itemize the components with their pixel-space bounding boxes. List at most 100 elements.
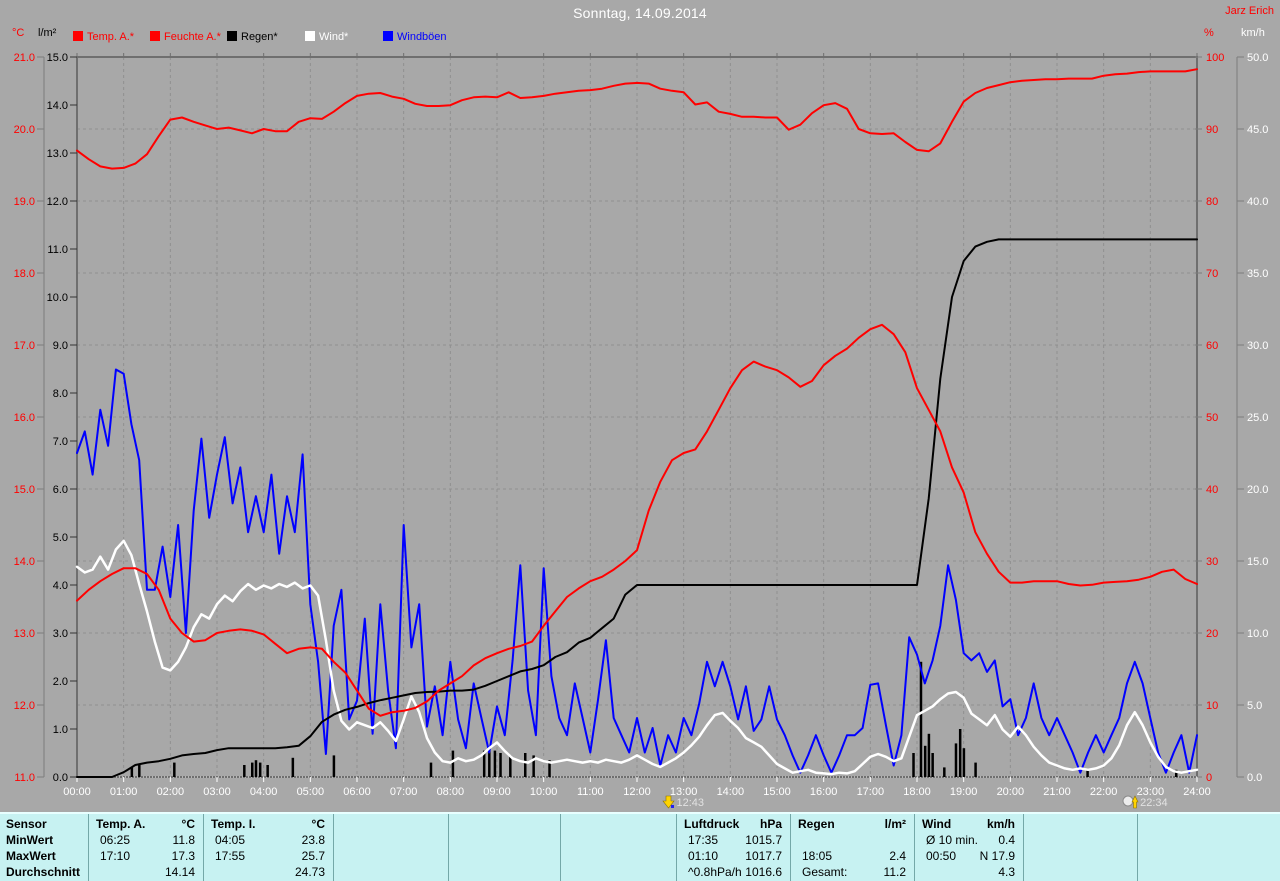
svg-text:18.0: 18.0 (14, 268, 35, 280)
stats-row-label: Durchschnitt (6, 865, 81, 879)
stats-divider (1137, 814, 1138, 881)
stats-col-name: Wind (922, 817, 952, 831)
stats-divider (448, 814, 449, 881)
svg-text:20: 20 (1206, 628, 1218, 640)
svg-text:20:00: 20:00 (997, 786, 1025, 798)
axis-unit-wind: km/h (1241, 27, 1265, 39)
svg-text:07:00: 07:00 (390, 786, 418, 798)
legend-swatch-icon (227, 31, 237, 41)
moonset-marker: 12:43 (662, 795, 704, 811)
svg-text:11:00: 11:00 (577, 786, 604, 798)
svg-text:06:00: 06:00 (343, 786, 371, 798)
svg-text:08:00: 08:00 (437, 786, 465, 798)
stats-divider (560, 814, 561, 881)
legend-item-5: Windböen (383, 31, 447, 44)
stats-col-unit: °C (311, 817, 325, 831)
svg-text:40: 40 (1206, 484, 1218, 496)
stats-value-time: Ø 10 min. (926, 833, 979, 847)
stats-col-unit: km/h (986, 817, 1015, 831)
stats-value: 25.7 (301, 849, 325, 863)
chart-canvas: 21.0 20.0 19.0 18.0 17.0 16.0 15.0 14.0 13.0 12.0… (14, 52, 1269, 798)
stats-value: 4.3 (998, 865, 1015, 879)
svg-text:03:00: 03:00 (203, 786, 231, 798)
stats-row-label: MaxWert (6, 849, 56, 863)
svg-text:13.0: 13.0 (14, 628, 35, 640)
stats-value-time: 17:55 (215, 849, 246, 863)
stats-value: 1016.6 (745, 865, 782, 879)
stats-divider (88, 814, 89, 881)
svg-text:11.0: 11.0 (47, 244, 68, 256)
svg-text:1.0: 1.0 (53, 724, 68, 736)
svg-text:14.0: 14.0 (14, 556, 35, 568)
svg-text:11.0: 11.0 (14, 772, 35, 784)
stats-value: 1015.7 (745, 833, 782, 847)
svg-text:8.0: 8.0 (53, 388, 68, 400)
svg-text:13:00: 13:00 (670, 786, 698, 798)
legend-item-4: Wind* (305, 31, 348, 44)
svg-text:19:00: 19:00 (950, 786, 978, 798)
svg-text:15.0: 15.0 (47, 52, 68, 64)
stats-value-time: 01:10 (688, 849, 719, 863)
svg-text:25.0: 25.0 (1247, 412, 1268, 424)
svg-text:21.0: 21.0 (14, 52, 35, 64)
stats-value: 1017.7 (745, 849, 782, 863)
stats-divider (676, 814, 677, 881)
svg-text:10:00: 10:00 (530, 786, 558, 798)
svg-text:60: 60 (1206, 340, 1218, 352)
svg-text:3.0: 3.0 (53, 628, 68, 640)
svg-text:14.0: 14.0 (47, 100, 68, 112)
svg-text:5.0: 5.0 (53, 532, 68, 544)
svg-text:18:00: 18:00 (903, 786, 931, 798)
svg-text:19.0: 19.0 (14, 196, 35, 208)
svg-text:16:00: 16:00 (810, 786, 838, 798)
stats-col-unit: °C (181, 817, 195, 831)
stats-value: 14.14 (164, 865, 195, 879)
svg-text:10.0: 10.0 (47, 292, 68, 304)
svg-text:20.0: 20.0 (1247, 484, 1268, 496)
svg-text:45.0: 45.0 (1247, 124, 1268, 136)
axis-unit-rain: l/m² (38, 27, 57, 39)
svg-text:14:00: 14:00 (717, 786, 745, 798)
legend-label: Regen* (241, 31, 278, 43)
svg-text:12.0: 12.0 (14, 700, 35, 712)
stats-divider (914, 814, 915, 881)
stats-value-time: ^0.8hPa/h (688, 865, 742, 879)
legend: Temp. A.* Feuchte A.* Regen* Wind* Windböen (0, 31, 1280, 45)
legend-label: Wind* (319, 31, 349, 43)
stats-value: 0.4 (998, 833, 1015, 847)
stats-row-label: MinWert (6, 833, 54, 847)
svg-text:16.0: 16.0 (14, 412, 35, 424)
svg-text:35.0: 35.0 (1247, 268, 1268, 280)
svg-text:40.0: 40.0 (1247, 196, 1268, 208)
legend-label: Temp. A.* (87, 31, 135, 43)
svg-text:12:00: 12:00 (623, 786, 651, 798)
stats-col-unit: hPa (759, 817, 782, 831)
stats-value: 11.8 (172, 833, 195, 847)
stats-value: 2.4 (889, 849, 906, 863)
stats-divider (333, 814, 334, 881)
svg-text:50.0: 50.0 (1247, 52, 1268, 64)
svg-text:80: 80 (1206, 196, 1218, 208)
svg-text:12.0: 12.0 (47, 196, 68, 208)
svg-text:15.0: 15.0 (1247, 556, 1268, 568)
stats-col-name: Temp. A. (96, 817, 146, 831)
svg-text:13.0: 13.0 (47, 148, 68, 160)
stats-value-time: 18:05 (802, 849, 833, 863)
svg-text:50: 50 (1206, 412, 1218, 424)
stats-col-name: Regen (798, 817, 835, 831)
legend-label: Feuchte A.* (164, 31, 221, 43)
moonrise-time: 22:34 (1140, 797, 1168, 809)
legend-swatch-icon (305, 31, 315, 41)
svg-text:5.0: 5.0 (1247, 700, 1262, 712)
svg-text:15.0: 15.0 (14, 484, 35, 496)
svg-text:90: 90 (1206, 124, 1218, 136)
stats-value-time: 00:50 (926, 849, 957, 863)
svg-text:30.0: 30.0 (1247, 340, 1268, 352)
svg-text:21:00: 21:00 (1043, 786, 1071, 798)
page-title: Sonntag, 14.09.2014 (573, 5, 707, 21)
stats-value: 24.73 (294, 865, 325, 879)
legend-swatch-icon (73, 31, 83, 41)
svg-text:17:00: 17:00 (857, 786, 885, 798)
legend-item-1: Temp. A.* (73, 31, 134, 44)
